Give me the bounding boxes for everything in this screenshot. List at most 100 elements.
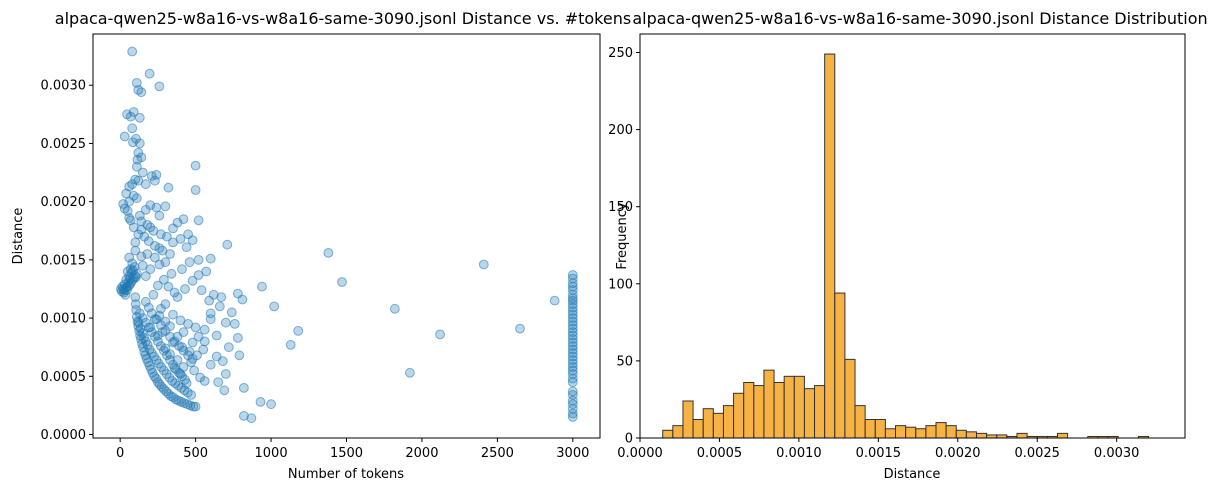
y-tick-label: 0.0020 bbox=[41, 195, 87, 210]
scatter-point bbox=[145, 264, 156, 275]
scatter-point bbox=[567, 395, 578, 406]
histogram-y-axis-label: Frequency bbox=[615, 202, 630, 269]
scatter-point bbox=[156, 341, 166, 351]
scatter-point bbox=[180, 284, 190, 294]
scatter-point bbox=[237, 294, 248, 305]
histogram-bar bbox=[905, 426, 917, 439]
scatter-point bbox=[125, 111, 136, 122]
scatter-point bbox=[134, 308, 145, 319]
scatter-point bbox=[136, 251, 147, 262]
scatter-point bbox=[567, 278, 578, 289]
x-tick-label: 0.0000 bbox=[617, 446, 663, 461]
scatter-point bbox=[567, 386, 578, 397]
scatter-point bbox=[567, 330, 578, 341]
histogram-bar bbox=[712, 412, 724, 439]
scatter-point bbox=[220, 317, 231, 328]
histogram-bar bbox=[895, 425, 907, 439]
scatter-point bbox=[567, 295, 578, 306]
scatter-point bbox=[165, 249, 175, 259]
scatter-point bbox=[193, 270, 204, 280]
scatter-point bbox=[214, 301, 225, 312]
scatter-point bbox=[140, 271, 151, 282]
histogram-bar bbox=[814, 385, 826, 439]
x-tick-label: 0 bbox=[116, 446, 124, 461]
scatter-point bbox=[140, 204, 151, 215]
histogram-bar bbox=[854, 405, 866, 439]
y-tick-label: 0.0000 bbox=[41, 428, 87, 443]
scatter-point bbox=[163, 182, 174, 193]
scatter-point bbox=[142, 249, 153, 259]
scatter-point bbox=[222, 239, 233, 250]
x-tick-label: 1000 bbox=[255, 446, 288, 461]
scatter-axes-frame bbox=[92, 33, 601, 439]
scatter-point bbox=[285, 340, 296, 350]
scatter-point bbox=[567, 299, 578, 310]
scatter-point bbox=[150, 331, 160, 342]
histogram-bar bbox=[793, 375, 805, 439]
scatter-point bbox=[567, 351, 578, 362]
scatter-point bbox=[156, 229, 166, 240]
scatter-point bbox=[132, 154, 143, 165]
scatter-point bbox=[239, 383, 249, 393]
scatter-point bbox=[567, 320, 578, 331]
histogram-bar bbox=[884, 428, 897, 439]
scatter-point bbox=[168, 223, 178, 234]
y-tick-label: 50 bbox=[616, 354, 633, 369]
scatter-point bbox=[293, 326, 304, 336]
scatter-point bbox=[234, 350, 245, 361]
scatter-point bbox=[153, 280, 163, 291]
scatter-point bbox=[168, 309, 178, 320]
scatter-point bbox=[190, 322, 201, 333]
scatter-point bbox=[193, 255, 204, 265]
histogram-bar bbox=[925, 425, 937, 439]
scatter-point bbox=[567, 408, 578, 419]
scatter-point bbox=[567, 412, 578, 422]
scatter-point bbox=[323, 248, 334, 258]
scatter-point bbox=[181, 242, 192, 253]
histogram-bar bbox=[692, 419, 704, 439]
scatter-point bbox=[189, 365, 200, 376]
scatter-point bbox=[150, 175, 160, 186]
scatter-point bbox=[567, 348, 578, 358]
scatter-point bbox=[257, 281, 267, 292]
scatter-point bbox=[478, 259, 489, 270]
histogram-bar bbox=[864, 419, 876, 439]
scatter-point bbox=[223, 342, 234, 353]
scatter-point bbox=[515, 323, 525, 334]
histogram-y-ticks: 0 50 100 150 200 250 bbox=[608, 46, 640, 447]
scatter-point bbox=[567, 365, 578, 376]
x-tick-label: 0.0015 bbox=[856, 446, 902, 461]
scatter-point bbox=[119, 131, 130, 142]
histogram-bar bbox=[844, 358, 856, 439]
scatter-point bbox=[435, 329, 446, 340]
histogram-bar bbox=[682, 400, 694, 439]
scatter-point bbox=[229, 319, 240, 329]
scatter-point bbox=[193, 215, 204, 226]
histogram-x-axis-label: Distance bbox=[884, 467, 941, 482]
scatter-point bbox=[165, 355, 175, 365]
scatter-point bbox=[125, 215, 136, 226]
scatter-point bbox=[266, 399, 277, 410]
scatter-point bbox=[168, 237, 178, 248]
x-tick-label: 1500 bbox=[330, 446, 363, 461]
histogram-bar bbox=[955, 429, 967, 439]
y-tick-label: 200 bbox=[608, 123, 633, 138]
scatter-point bbox=[567, 341, 578, 351]
histogram-bar bbox=[975, 432, 988, 439]
scatter-point bbox=[567, 373, 578, 384]
scatter-point bbox=[143, 322, 154, 333]
scatter-point bbox=[567, 362, 578, 372]
scatter-point bbox=[255, 397, 266, 407]
scatter-point bbox=[567, 306, 578, 317]
x-tick-label: 3000 bbox=[556, 446, 589, 461]
scatter-point bbox=[140, 296, 151, 307]
scatter-point bbox=[226, 307, 237, 318]
scatter-title: alpaca-qwen25-w8a16-vs-w8a16-same-3090.j… bbox=[55, 9, 631, 28]
x-tick-label: 2000 bbox=[405, 446, 438, 461]
histogram-bar bbox=[915, 428, 927, 439]
scatter-point bbox=[208, 289, 219, 300]
histogram-bar bbox=[763, 369, 775, 439]
scatter-point bbox=[219, 385, 230, 396]
scatter-point bbox=[233, 333, 243, 343]
